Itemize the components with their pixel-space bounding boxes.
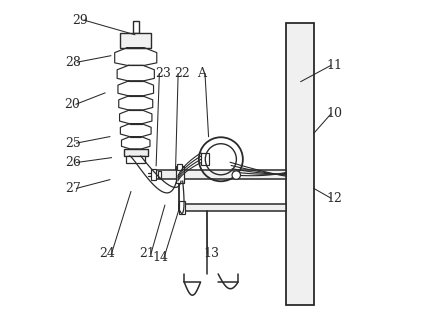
Bar — [158, 171, 161, 178]
Text: 22: 22 — [174, 67, 190, 80]
Text: 11: 11 — [327, 59, 343, 72]
Text: 21: 21 — [139, 247, 155, 260]
Bar — [151, 169, 156, 180]
Bar — [152, 170, 286, 179]
Text: 27: 27 — [65, 182, 81, 195]
Bar — [176, 166, 184, 183]
Text: 20: 20 — [64, 98, 80, 111]
Bar — [124, 149, 148, 156]
Circle shape — [232, 171, 241, 179]
Bar — [133, 21, 139, 33]
Text: 24: 24 — [100, 247, 116, 260]
Bar — [120, 33, 151, 48]
Text: 25: 25 — [65, 136, 81, 150]
Bar — [179, 201, 185, 214]
Bar — [177, 164, 182, 170]
Text: 14: 14 — [152, 252, 168, 265]
Text: 23: 23 — [155, 67, 171, 80]
Text: 29: 29 — [72, 14, 88, 27]
Text: 28: 28 — [66, 56, 81, 69]
Bar — [286, 23, 314, 305]
Text: A: A — [197, 67, 206, 80]
Text: 12: 12 — [327, 192, 343, 205]
Text: 13: 13 — [203, 247, 219, 260]
Bar — [201, 153, 209, 165]
Bar — [179, 204, 286, 211]
Text: 10: 10 — [327, 108, 343, 121]
Bar — [126, 156, 145, 163]
Text: 26: 26 — [65, 156, 81, 169]
